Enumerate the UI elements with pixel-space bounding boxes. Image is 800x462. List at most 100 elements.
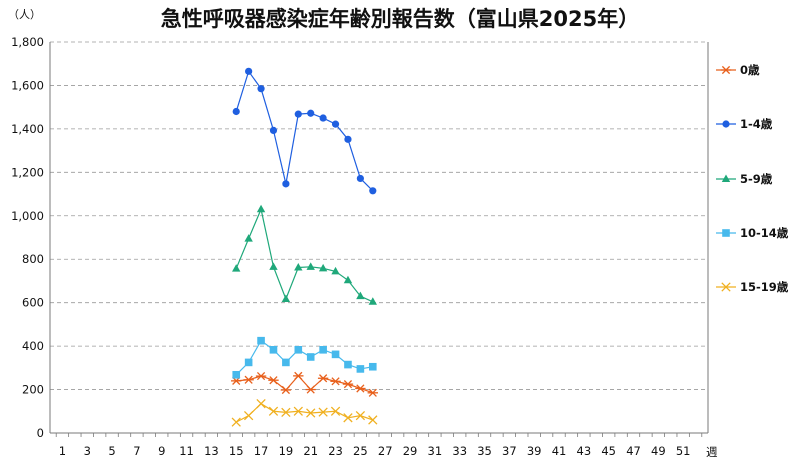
x-tick-label: 51 — [676, 444, 691, 458]
legend-marker — [722, 229, 730, 237]
data-point — [344, 360, 352, 369]
gridlines — [50, 41, 708, 390]
x-tick-label: 37 — [502, 444, 517, 458]
legend-item: 15-19歳 — [716, 280, 789, 294]
legend-item: 5-9歳 — [716, 172, 773, 186]
series-line — [235, 402, 373, 423]
data-point — [344, 135, 352, 143]
x-tick-label: 13 — [204, 444, 219, 458]
legend: 0歳 1-4歳 5-9歳 10-14歳 15-19歳 — [716, 63, 789, 294]
data-point — [317, 374, 329, 383]
series-0歳 — [231, 371, 378, 397]
x-tick-label: 15 — [229, 444, 244, 458]
series-10-14歳 — [232, 336, 377, 379]
chart-title: 急性呼吸器感染症年齢別報告数（富山県2025年） — [161, 7, 639, 31]
data-point — [269, 262, 278, 270]
data-point — [232, 370, 241, 379]
legend-label: 15-19歳 — [740, 280, 789, 294]
data-point — [306, 262, 315, 270]
data-point — [269, 346, 278, 354]
data-point — [330, 377, 341, 386]
x-tick-label: 39 — [527, 444, 542, 458]
data-point — [331, 350, 340, 359]
data-point — [294, 262, 303, 271]
data-point — [343, 275, 353, 284]
data-point — [231, 417, 241, 427]
data-point — [232, 264, 241, 272]
x-tick-label: 9 — [158, 444, 165, 458]
y-axis-unit-label: （人） — [8, 8, 41, 21]
x-tick-label: 27 — [378, 444, 393, 458]
y-tick-label: 1,000 — [11, 209, 44, 223]
legend-marker — [720, 65, 732, 75]
y-tick-label: 0 — [37, 426, 44, 440]
data-point — [243, 410, 254, 421]
data-point — [281, 407, 291, 418]
data-point — [318, 263, 328, 272]
y-tick-label: 1,800 — [11, 35, 44, 49]
data-point — [305, 385, 316, 394]
data-point — [244, 234, 253, 242]
series-line — [235, 207, 374, 303]
data-point — [282, 180, 290, 188]
series-15-19歳 — [231, 399, 378, 427]
data-point — [243, 375, 254, 384]
legend-label: 0歳 — [740, 63, 760, 77]
data-point — [281, 294, 291, 302]
data-point — [256, 204, 266, 213]
legend-marker — [721, 282, 731, 292]
y-tick-label: 1,600 — [11, 78, 44, 92]
x-tick-label: 41 — [552, 444, 567, 458]
y-tick-label: 1,400 — [11, 122, 44, 136]
x-tick-label: 33 — [452, 444, 467, 458]
x-tick-label: 47 — [626, 444, 641, 458]
legend-item: 1-4歳 — [716, 117, 773, 131]
data-point — [369, 187, 377, 195]
x-tick-label: 5 — [108, 444, 115, 458]
data-point — [330, 406, 341, 416]
x-tick-label: 31 — [428, 444, 443, 458]
data-point — [268, 406, 279, 416]
x-tick-label: 17 — [254, 444, 269, 458]
series — [231, 67, 378, 427]
data-point — [256, 399, 266, 409]
data-point — [331, 266, 340, 275]
data-point — [245, 67, 253, 75]
data-point — [294, 346, 303, 354]
legend-marker — [722, 120, 730, 128]
y-tick-label: 600 — [22, 296, 44, 310]
data-point — [255, 371, 267, 381]
x-tick-label: 35 — [477, 444, 492, 458]
data-point — [342, 380, 354, 389]
x-tick-label: 19 — [279, 444, 294, 458]
x-axis-ticks: 1 3 5 7 9 11 13 15 17 19 21 23 25 27 29 31 33 35 37 39 41 43 4… — [55, 433, 703, 458]
data-point — [257, 336, 265, 345]
x-tick-label: 49 — [651, 444, 666, 458]
legend-item: 0歳 — [716, 63, 760, 77]
data-point — [343, 413, 353, 423]
x-tick-label: 3 — [84, 444, 91, 458]
data-point — [368, 415, 378, 425]
x-tick-label: 7 — [133, 444, 140, 458]
data-point — [282, 358, 290, 367]
y-axis-ticks: 0 200 400 600 800 1,000 1,200 1,400 1,600 1,800 — [11, 35, 44, 440]
data-point — [319, 346, 327, 354]
data-point — [244, 358, 253, 367]
y-tick-label: 400 — [22, 339, 44, 353]
x-tick-label: 29 — [403, 444, 418, 458]
data-point — [331, 120, 340, 128]
x-tick-label: 25 — [353, 444, 368, 458]
data-point — [307, 109, 315, 117]
data-point — [356, 174, 364, 183]
axes — [49, 42, 709, 434]
series-line — [235, 69, 374, 192]
x-tick-label: 43 — [577, 444, 592, 458]
data-point — [294, 110, 302, 118]
data-point — [269, 126, 278, 135]
legend-label: 5-9歳 — [740, 172, 773, 186]
legend-label: 10-14歳 — [740, 226, 789, 240]
x-tick-label: 11 — [179, 444, 194, 458]
data-point — [268, 376, 279, 385]
data-point — [280, 385, 292, 395]
